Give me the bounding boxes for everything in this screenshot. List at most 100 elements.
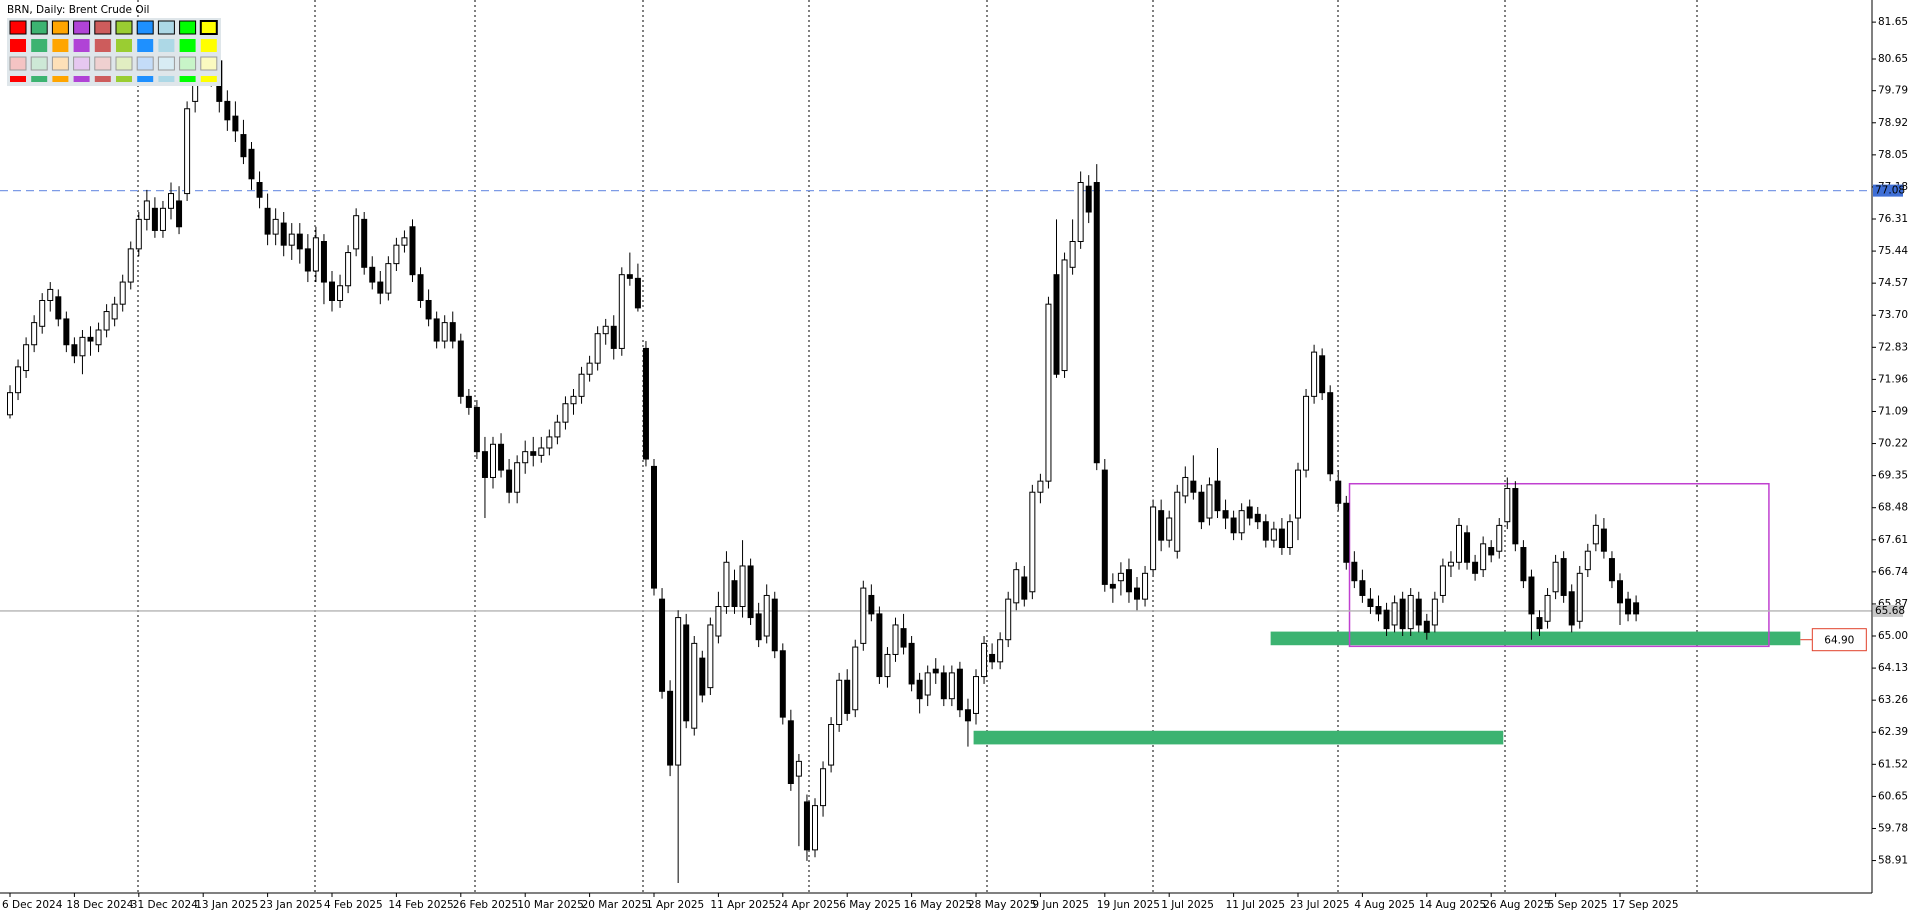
candle-body-down — [296, 233, 303, 250]
candle-body-up — [288, 233, 295, 246]
candle-body-down — [1198, 491, 1205, 523]
palette-swatch[interactable] — [51, 56, 69, 71]
y-tick-label: 60.65 — [1878, 790, 1908, 802]
candle-body-up — [31, 322, 38, 346]
x-tick-label: 14 Feb 2025 — [388, 899, 453, 911]
palette-swatch[interactable] — [9, 20, 27, 35]
candle-body-up — [618, 274, 625, 349]
candle-body-up — [47, 288, 54, 301]
palette-swatch[interactable] — [73, 56, 91, 71]
candle-body-up — [1013, 569, 1020, 604]
candle-body-down — [779, 650, 786, 718]
candle-body-down — [1254, 513, 1261, 523]
candle-body-up — [1206, 484, 1213, 519]
x-tick-label: 23 Jan 2025 — [260, 899, 323, 911]
palette-swatch[interactable] — [31, 76, 48, 82]
palette-swatch[interactable] — [179, 56, 197, 71]
palette-swatch[interactable] — [157, 20, 175, 35]
candle-body-down — [908, 642, 915, 685]
candle-body-down — [683, 624, 690, 722]
support-zone — [973, 730, 1504, 745]
candle-body-down — [1085, 185, 1092, 213]
palette-swatch[interactable] — [52, 39, 69, 52]
candle-body-down — [248, 148, 255, 180]
palette-swatch[interactable] — [115, 56, 133, 71]
y-tick-label: 71.09 — [1878, 405, 1908, 417]
palette-swatch[interactable] — [158, 39, 175, 52]
palette-swatch[interactable] — [179, 76, 196, 82]
candle-body-up — [345, 252, 352, 287]
candle-body-up — [578, 373, 585, 397]
candle-body-up — [1182, 476, 1189, 497]
candle-body-down — [280, 222, 287, 246]
palette-swatch[interactable] — [116, 76, 132, 82]
candle-body-up — [836, 679, 843, 726]
color-palette[interactable] — [7, 18, 221, 86]
candle-body-down — [481, 451, 488, 478]
palette-swatch[interactable] — [137, 76, 154, 82]
candle-body-down — [1109, 583, 1116, 589]
candle-body-up — [973, 676, 979, 714]
candle-body-up — [1069, 241, 1076, 268]
candle-body-up — [1504, 488, 1511, 523]
palette-swatch[interactable] — [73, 39, 90, 52]
price-line-label: 77.08 — [1875, 185, 1905, 197]
palette-swatch[interactable] — [94, 56, 112, 71]
palette-swatch[interactable] — [94, 20, 112, 35]
palette-swatch[interactable] — [94, 39, 111, 52]
palette-swatch[interactable] — [51, 20, 69, 35]
palette-swatch[interactable] — [179, 20, 197, 35]
palette-swatch[interactable] — [199, 20, 218, 35]
palette-swatch[interactable] — [9, 56, 27, 71]
palette-swatch[interactable] — [30, 20, 48, 35]
candle-body-down — [433, 318, 440, 342]
palette-swatch[interactable] — [136, 56, 154, 71]
candle-body-up — [441, 322, 448, 342]
palette-swatch[interactable] — [200, 76, 217, 82]
palette-swatch[interactable] — [73, 20, 91, 35]
candle-body-up — [538, 447, 545, 456]
candle-body-down — [1488, 547, 1495, 556]
palette-swatch[interactable] — [10, 76, 26, 82]
palette-swatch[interactable] — [52, 76, 69, 82]
candle-body-up — [981, 642, 988, 678]
palette-swatch[interactable] — [157, 56, 175, 71]
candle-body-up — [1592, 524, 1599, 545]
candle-body-up — [1439, 565, 1446, 596]
candle-body-down — [747, 565, 754, 619]
candle-body-up — [924, 672, 931, 696]
x-tick-label: 23 Jul 2025 — [1290, 899, 1349, 911]
palette-swatch[interactable] — [116, 39, 132, 52]
chart-title: BRN, Daily: Brent Crude Oil — [7, 4, 149, 16]
y-tick-label: 76.31 — [1878, 213, 1908, 225]
candle-body-up — [353, 215, 360, 250]
candle-body-up — [860, 587, 867, 644]
palette-swatch[interactable] — [200, 39, 217, 52]
palette-swatch[interactable] — [137, 39, 154, 52]
candle-body-up — [1286, 521, 1293, 549]
candle-body-down — [1464, 532, 1471, 563]
candle-body-down — [1617, 580, 1623, 604]
palette-swatch[interactable] — [115, 20, 133, 35]
palette-swatch[interactable] — [158, 76, 175, 82]
price-line-label-box — [1873, 184, 1903, 197]
palette-swatch[interactable] — [136, 20, 154, 35]
candle-body-down — [868, 594, 875, 615]
candle-body-up — [739, 565, 746, 608]
candle-body-up — [997, 639, 1004, 663]
candle-body-down — [1359, 580, 1366, 596]
candle-body-up — [892, 624, 899, 655]
candle-body-down — [940, 672, 947, 700]
candle-body-down — [964, 709, 971, 722]
palette-swatch[interactable] — [30, 56, 48, 71]
palette-swatch[interactable] — [10, 39, 26, 52]
palette-swatch[interactable] — [94, 76, 111, 82]
candle-body-down — [667, 690, 674, 766]
candle-body-up — [554, 421, 561, 438]
palette-swatch[interactable] — [200, 56, 218, 71]
palette-swatch[interactable] — [179, 39, 196, 52]
candle-body-up — [1576, 572, 1583, 622]
candle-body-down — [626, 274, 633, 279]
palette-swatch[interactable] — [73, 76, 90, 82]
palette-swatch[interactable] — [31, 39, 48, 52]
